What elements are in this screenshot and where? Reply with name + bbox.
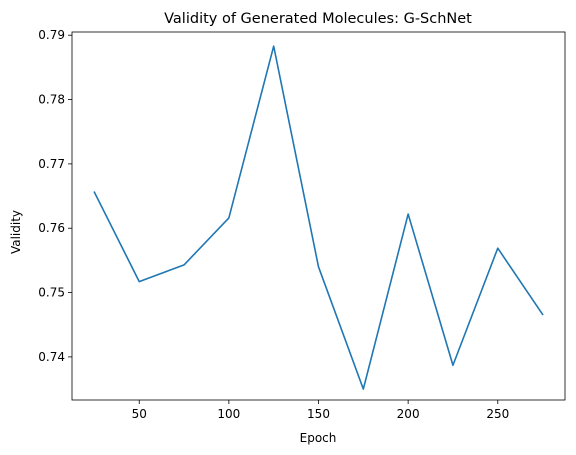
x-tick-label: 200 <box>397 407 420 421</box>
y-tick-label: 0.74 <box>38 350 65 364</box>
x-tick-label: 250 <box>486 407 509 421</box>
series-line <box>93 45 544 390</box>
x-tick-label: 100 <box>217 407 240 421</box>
y-tick-label: 0.75 <box>38 286 65 300</box>
plot-frame <box>71 31 566 401</box>
x-tick-label: 50 <box>132 407 147 421</box>
y-tick-label: 0.79 <box>38 28 65 42</box>
chart-title: Validity of Generated Molecules: G-SchNe… <box>164 11 472 27</box>
plot-area: 50 100 150 200 250 0.74 0.75 0.76 0.77 0.78 0.79 <box>38 28 566 421</box>
y-tick-label: 0.76 <box>38 221 65 235</box>
x-tick-label: 150 <box>307 407 330 421</box>
y-axis-title: Validity <box>9 210 23 254</box>
y-tick-label: 0.77 <box>38 157 65 171</box>
y-tick-label: 0.78 <box>38 93 65 107</box>
x-axis-title: Epoch <box>300 431 337 445</box>
